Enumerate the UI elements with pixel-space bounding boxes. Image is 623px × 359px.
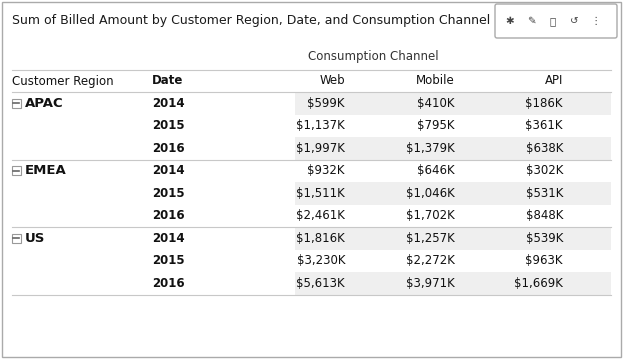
Text: Date: Date (152, 75, 183, 88)
Text: Customer Region: Customer Region (12, 75, 113, 88)
Text: $646K: $646K (417, 164, 455, 177)
Text: $2,272K: $2,272K (406, 254, 455, 267)
Text: 2016: 2016 (152, 209, 184, 222)
Text: 2016: 2016 (152, 277, 184, 290)
Text: EMEA: EMEA (25, 164, 67, 177)
Text: 2014: 2014 (152, 164, 184, 177)
Text: $5,613K: $5,613K (297, 277, 345, 290)
Bar (295, 272, 611, 294)
Text: 2015: 2015 (152, 254, 184, 267)
Text: ⤢: ⤢ (549, 16, 556, 26)
Text: $410K: $410K (417, 97, 455, 110)
Text: $1,997K: $1,997K (296, 142, 345, 155)
Text: $186K: $186K (525, 97, 563, 110)
Bar (11, 234, 21, 243)
Text: $1,379K: $1,379K (406, 142, 455, 155)
Text: $795K: $795K (417, 119, 455, 132)
Text: $932K: $932K (308, 164, 345, 177)
Text: 2014: 2014 (152, 97, 184, 110)
Text: Mobile: Mobile (416, 75, 455, 88)
Text: $848K: $848K (526, 209, 563, 222)
Text: ⋮: ⋮ (591, 16, 601, 26)
Text: 2014: 2014 (152, 232, 184, 245)
Text: US: US (25, 232, 45, 245)
Text: $531K: $531K (526, 187, 563, 200)
Text: $361K: $361K (525, 119, 563, 132)
FancyBboxPatch shape (495, 4, 617, 38)
Text: 2015: 2015 (152, 119, 184, 132)
Text: $302K: $302K (526, 164, 563, 177)
Text: $963K: $963K (525, 254, 563, 267)
Bar (295, 137, 611, 159)
Text: $638K: $638K (526, 142, 563, 155)
Bar (295, 92, 611, 115)
Text: Consumption Channel: Consumption Channel (308, 50, 439, 63)
Text: $1,669K: $1,669K (514, 277, 563, 290)
Text: Sum of Billed Amount by Customer Region, Date, and Consumption Channel: Sum of Billed Amount by Customer Region,… (12, 14, 490, 27)
Text: $1,046K: $1,046K (406, 187, 455, 200)
Text: API: API (545, 75, 563, 88)
Text: ↺: ↺ (570, 16, 579, 26)
Text: $1,257K: $1,257K (406, 232, 455, 245)
Text: $599K: $599K (308, 97, 345, 110)
Bar (295, 227, 611, 250)
Text: $2,461K: $2,461K (296, 209, 345, 222)
Text: $3,971K: $3,971K (406, 277, 455, 290)
Text: $3,230K: $3,230K (297, 254, 345, 267)
Text: $1,137K: $1,137K (297, 119, 345, 132)
Text: ✎: ✎ (527, 16, 536, 26)
Text: 2015: 2015 (152, 187, 184, 200)
Text: $1,702K: $1,702K (406, 209, 455, 222)
Text: APAC: APAC (25, 97, 64, 110)
Bar (11, 99, 21, 108)
Text: $1,511K: $1,511K (297, 187, 345, 200)
Bar (295, 182, 611, 205)
Bar (11, 166, 21, 175)
Text: $1,816K: $1,816K (297, 232, 345, 245)
Text: 2016: 2016 (152, 142, 184, 155)
Text: $539K: $539K (526, 232, 563, 245)
Text: ✱: ✱ (505, 16, 514, 26)
Text: Web: Web (320, 75, 345, 88)
